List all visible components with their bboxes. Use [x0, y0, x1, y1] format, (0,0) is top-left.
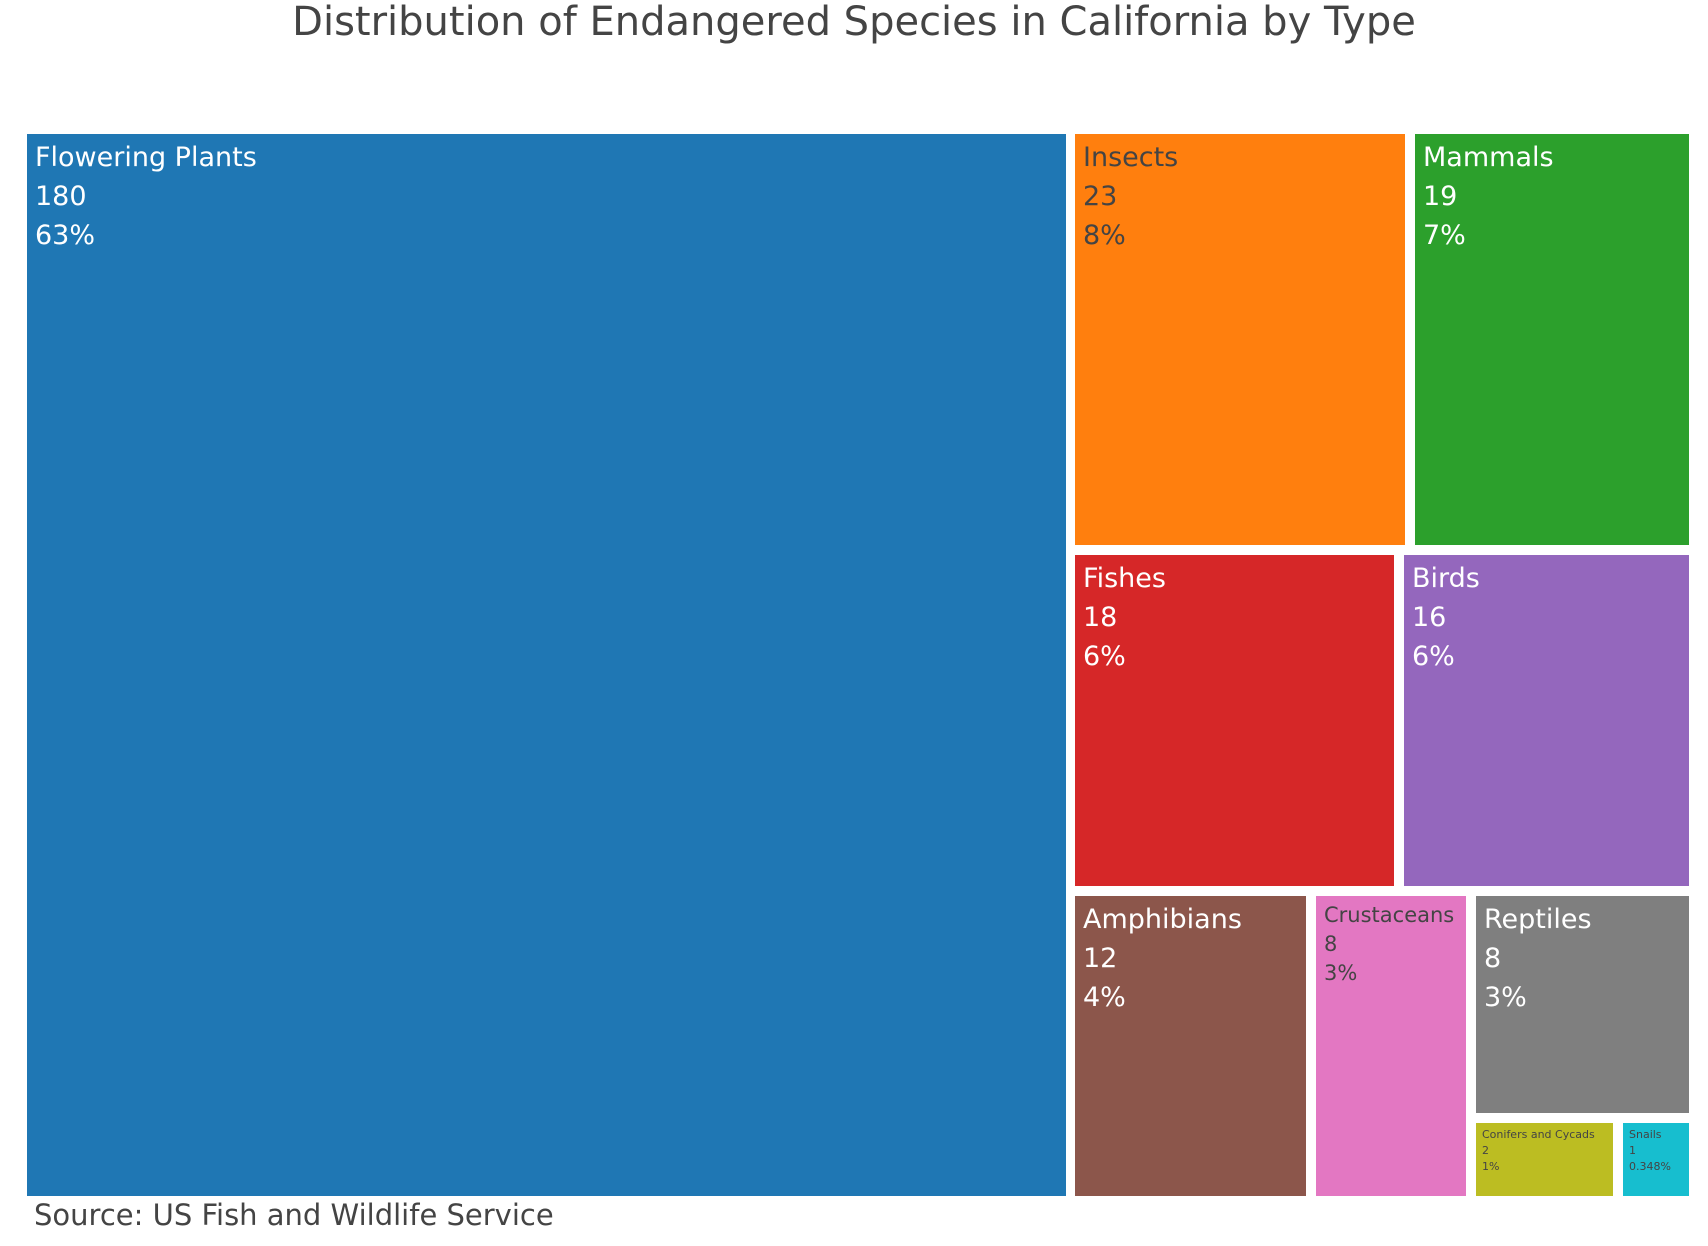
tile-label-mammals: Mammals [1423, 142, 1554, 173]
tile-rect-insects[interactable] [1075, 134, 1405, 545]
tile-percent-crustaceans: 3% [1324, 961, 1357, 985]
tile-amphibians[interactable]: Amphibians 12 4% [1075, 896, 1306, 1196]
tile-reptiles[interactable]: Reptiles 8 3% [1476, 896, 1689, 1113]
tile-insects[interactable]: Insects 23 8% [1075, 134, 1405, 545]
tile-fishes[interactable]: Fishes 18 6% [1075, 555, 1394, 886]
tile-rect-conifers-and-cycads[interactable] [1476, 1123, 1613, 1196]
tile-label-birds: Birds [1412, 563, 1480, 594]
tile-percent-mammals: 7% [1423, 220, 1466, 251]
tile-value-snails: 1 [1629, 1144, 1636, 1157]
tile-value-mammals: 19 [1423, 181, 1457, 212]
tile-label-flowering-plants: Flowering Plants [35, 142, 257, 173]
tile-birds[interactable]: Birds 16 6% [1404, 555, 1689, 886]
tile-label-amphibians: Amphibians [1083, 904, 1242, 935]
tile-rect-flowering-plants[interactable] [27, 134, 1066, 1196]
tile-rect-birds[interactable] [1404, 555, 1689, 886]
tile-label-insects: Insects [1083, 142, 1178, 173]
tile-rect-snails[interactable] [1623, 1123, 1689, 1196]
tile-value-birds: 16 [1412, 602, 1446, 633]
tile-percent-insects: 8% [1083, 220, 1126, 251]
tile-mammals[interactable]: Mammals 19 7% [1415, 134, 1689, 545]
tile-flowering-plants[interactable]: Flowering Plants 180 63% [27, 134, 1066, 1196]
tile-value-reptiles: 8 [1484, 943, 1501, 974]
tile-label-fishes: Fishes [1083, 563, 1166, 594]
tile-crustaceans[interactable]: Crustaceans 8 3% [1316, 896, 1466, 1196]
tile-value-fishes: 18 [1083, 602, 1117, 633]
tile-percent-reptiles: 3% [1484, 982, 1527, 1013]
tile-label-conifers-and-cycads: Conifers and Cycads [1482, 1128, 1595, 1141]
tile-label-snails: Snails [1629, 1128, 1662, 1141]
tile-value-conifers-and-cycads: 2 [1482, 1144, 1489, 1157]
tile-rect-reptiles[interactable] [1476, 896, 1689, 1113]
tile-percent-flowering-plants: 63% [35, 220, 95, 251]
tile-percent-snails: 0.348% [1629, 1160, 1671, 1173]
tile-rect-fishes[interactable] [1075, 555, 1394, 886]
tile-rect-crustaceans[interactable] [1316, 896, 1466, 1196]
tile-rect-amphibians[interactable] [1075, 896, 1306, 1196]
chart-title: Distribution of Endangered Species in Ca… [292, 0, 1416, 45]
tile-conifers-and-cycads[interactable]: Conifers and Cycads 2 1% [1476, 1123, 1613, 1196]
tile-label-crustaceans: Crustaceans [1324, 903, 1454, 927]
tile-percent-conifers-and-cycads: 1% [1482, 1160, 1499, 1173]
tile-label-reptiles: Reptiles [1484, 904, 1592, 935]
tile-value-crustaceans: 8 [1324, 932, 1337, 956]
tile-value-flowering-plants: 180 [35, 181, 87, 212]
tile-percent-fishes: 6% [1083, 641, 1126, 672]
tile-rect-mammals[interactable] [1415, 134, 1689, 545]
tile-snails[interactable]: Snails 1 0.348% [1623, 1123, 1689, 1196]
tile-percent-birds: 6% [1412, 641, 1455, 672]
tile-value-insects: 23 [1083, 181, 1117, 212]
tile-value-amphibians: 12 [1083, 943, 1117, 974]
source-note: Source: US Fish and Wildlife Service [34, 1198, 554, 1232]
tile-percent-amphibians: 4% [1083, 982, 1126, 1013]
